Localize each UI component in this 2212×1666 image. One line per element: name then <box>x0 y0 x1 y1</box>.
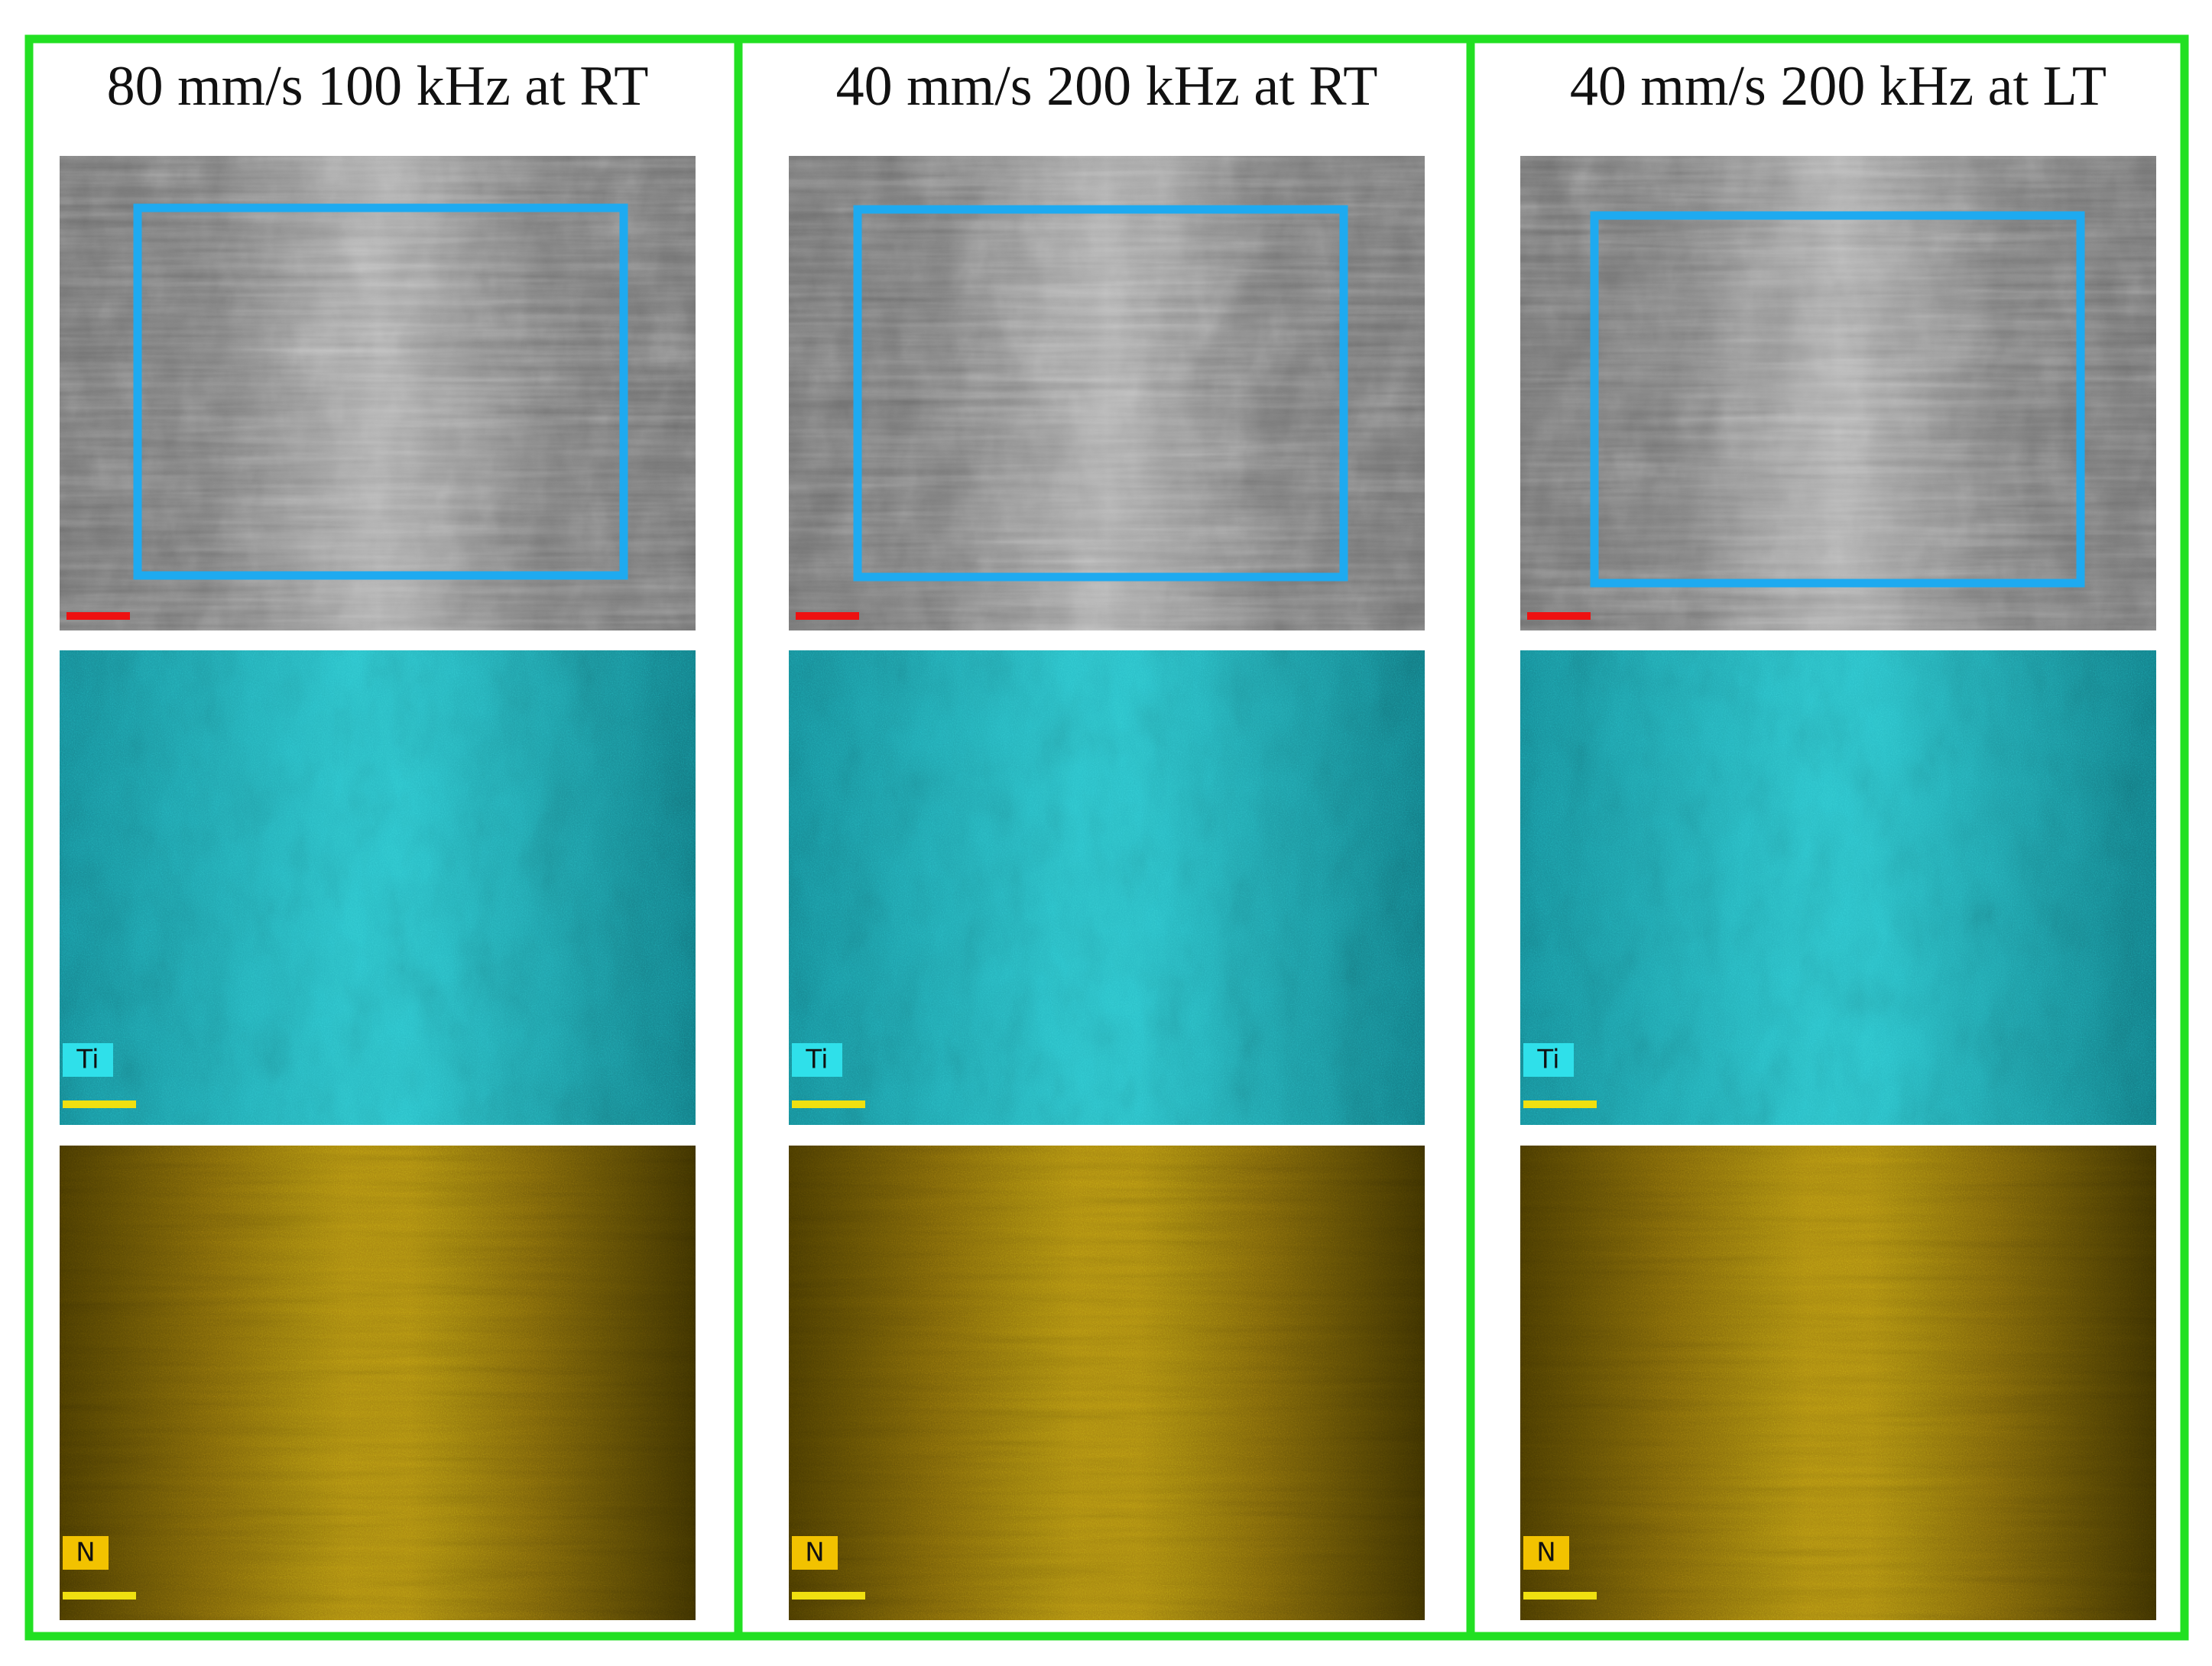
ti-texture <box>60 650 696 1125</box>
n-label: N <box>805 1538 824 1568</box>
label-box <box>1523 1536 1569 1570</box>
panel-title: 40 mm/s 200 kHz at RT <box>836 55 1378 118</box>
outer-frame <box>24 34 2189 1641</box>
scale-bar <box>1523 1100 1597 1108</box>
region-box <box>1590 211 2085 588</box>
ti-texture <box>789 650 1425 1125</box>
scale-bar <box>63 1592 136 1600</box>
ti-label: Ti <box>76 1045 99 1075</box>
sem-texture <box>1520 156 2156 630</box>
sem-texture <box>789 156 1425 630</box>
n-texture <box>789 1146 1425 1620</box>
scale-bar <box>796 612 859 620</box>
scale-bar <box>792 1592 865 1600</box>
panel-title: 80 mm/s 100 kHz at RT <box>107 55 649 118</box>
ti-label: Ti <box>1536 1045 1559 1075</box>
n-texture <box>60 1146 696 1620</box>
scale-bar <box>1523 1592 1597 1600</box>
label-box <box>792 1536 838 1570</box>
region-box <box>853 205 1348 582</box>
scale-bar <box>1527 612 1591 620</box>
ti-texture <box>1520 650 2156 1125</box>
n-label: N <box>76 1538 95 1568</box>
label-box <box>63 1536 109 1570</box>
panel-title: 40 mm/s 200 kHz at LT <box>1570 55 2107 118</box>
scale-bar <box>792 1100 865 1108</box>
ti-label: Ti <box>805 1045 828 1075</box>
scale-bar <box>66 612 130 620</box>
label-box <box>792 1043 842 1077</box>
n-label: N <box>1536 1538 1555 1568</box>
scale-bar <box>63 1100 136 1108</box>
label-box <box>1523 1043 1574 1077</box>
label-box <box>63 1043 113 1077</box>
sem-texture <box>60 156 696 630</box>
n-texture <box>1520 1146 2156 1620</box>
region-box <box>133 203 628 580</box>
